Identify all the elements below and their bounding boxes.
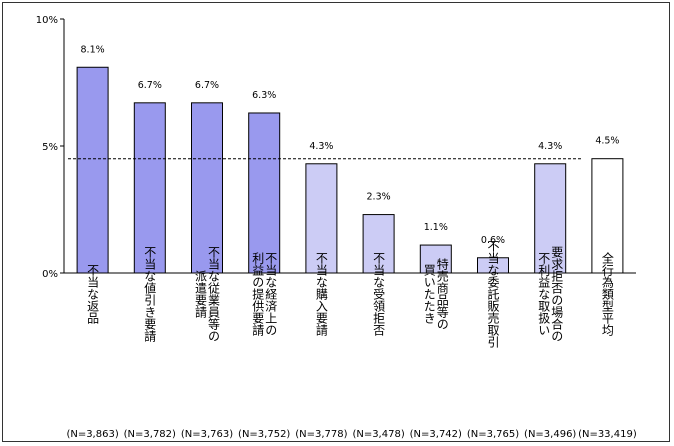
bar — [362, 214, 395, 274]
category-label: 不利益な取扱い — [537, 252, 551, 336]
bar — [76, 66, 109, 274]
y-tick-label: 0% — [42, 269, 58, 280]
data-label: 6.7% — [195, 80, 219, 91]
category-label: 不当な購入要請 — [314, 252, 328, 337]
sample-size-label: (N=3,742) — [410, 429, 462, 440]
y-tick-label: 5% — [42, 142, 58, 153]
category-label: 利益の提供要請 — [251, 252, 265, 337]
sample-size-label: (N=3,496) — [524, 429, 576, 440]
category-label: 不当な値引き要請 — [143, 246, 157, 343]
sample-size-label: (N=3,478) — [352, 429, 404, 440]
sample-size-label: (N=3,782) — [124, 429, 176, 440]
category-label: 不当な委託販売取引 — [486, 240, 500, 348]
category-label: 要求拒否の場合の — [550, 246, 564, 342]
sample-size-label: (N=3,752) — [238, 429, 290, 440]
sample-size-label: (N=3,765) — [467, 429, 519, 440]
data-label: 4.3% — [538, 141, 562, 152]
sample-size-label: (N=3,763) — [181, 429, 233, 440]
bar — [133, 102, 166, 274]
category-label: 特売商品等の — [435, 257, 449, 330]
data-label: 6.3% — [252, 90, 276, 101]
category-label: 不当な従業員等の — [207, 246, 221, 342]
category-label: 不当な経済上の — [264, 252, 278, 336]
data-label: 4.3% — [309, 141, 333, 152]
data-label: 4.5% — [595, 136, 619, 147]
y-tick-label: 10% — [36, 15, 58, 26]
category-label: 全行為類型平均 — [600, 251, 614, 337]
bar — [477, 257, 509, 274]
sample-size-label: (N=33,419) — [578, 429, 637, 440]
bar — [534, 163, 567, 274]
category-label: 買いたたき — [422, 264, 436, 324]
data-label: 0.6% — [481, 235, 505, 246]
data-label: 2.3% — [367, 192, 391, 203]
data-label: 1.1% — [424, 222, 448, 233]
bar — [191, 102, 223, 274]
bar — [305, 163, 338, 274]
sample-size-label: (N=3,863) — [66, 429, 118, 440]
data-label: 6.7% — [138, 80, 162, 91]
category-label: 不当な受領拒否 — [372, 252, 386, 336]
sample-size-label: (N=3,778) — [295, 429, 347, 440]
bar — [591, 158, 624, 274]
bar — [248, 112, 281, 274]
category-label: 不当な返品 — [86, 264, 100, 324]
data-label: 8.1% — [81, 44, 105, 55]
category-label: 派遣要請 — [194, 270, 208, 319]
bar — [419, 244, 452, 274]
